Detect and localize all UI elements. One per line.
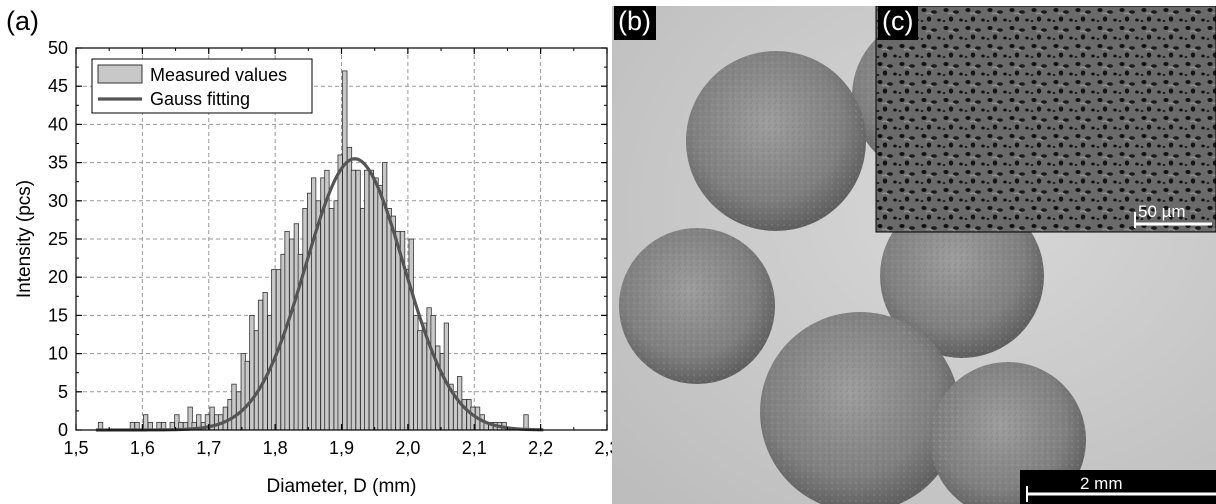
histogram-bar: [328, 208, 335, 431]
histogram-bar: [262, 292, 268, 431]
y-tick-label: 0: [58, 420, 68, 440]
histogram-bar: [377, 185, 383, 431]
histogram-bar: [395, 230, 401, 431]
inset-scale-bar-label: 50 µm: [1138, 202, 1186, 221]
x-tick-label: 1,7: [196, 438, 221, 458]
y-tick-label: 20: [48, 267, 68, 287]
y-tick-label: 15: [48, 305, 68, 325]
legend-entry-gauss: Gauss fitting: [150, 89, 250, 109]
y-tick-label: 40: [48, 114, 68, 134]
histogram-bar: [337, 154, 343, 431]
y-tick-label: 5: [58, 382, 68, 402]
y-axis-label: Intensity (pcs): [14, 180, 35, 298]
x-tick-label: 1,5: [63, 438, 88, 458]
x-tick-label: 2,1: [462, 438, 487, 458]
histogram-bar: [368, 169, 374, 431]
histogram-bar: [350, 169, 357, 431]
histogram-bar: [302, 208, 308, 431]
histogram-bar: [390, 215, 396, 431]
histogram-bar: [364, 169, 370, 431]
x-tick-label: 1,6: [130, 438, 155, 458]
panel-b-label: (b): [614, 6, 656, 40]
histogram-bar: [324, 169, 330, 431]
y-tick-label: 35: [48, 153, 68, 173]
histogram-bar: [271, 269, 277, 431]
main-scale-bar-label: 2 mm: [1080, 474, 1123, 493]
histogram-chart: 1,5 1,6 1,7 1,8 1,9 2,0 2,1 2,2 2,3 0 5 10 15 20 25 30 3…: [14, 38, 612, 497]
legend-bar-swatch: [97, 64, 143, 84]
histogram-bar: [231, 383, 237, 431]
x-tick-label: 2,3: [594, 438, 612, 458]
main-scale-bar: [1020, 470, 1216, 504]
histogram-bar: [249, 314, 255, 431]
x-tick-label: 2,2: [528, 438, 553, 458]
histogram-bar: [408, 238, 414, 431]
micrograph-picture: [612, 6, 1216, 504]
y-tick-label: 45: [48, 76, 68, 96]
histogram-bar: [430, 314, 436, 431]
histogram-bar: [315, 200, 321, 431]
y-tick-label: 30: [48, 191, 68, 211]
histogram-bar: [289, 238, 295, 431]
y-tick-label: 50: [48, 38, 68, 58]
histogram-bar: [310, 177, 317, 431]
panel-a-label: (a): [6, 6, 39, 36]
x-tick-label: 1,9: [329, 438, 354, 458]
x-axis-label: Diameter, D (mm): [267, 476, 417, 497]
y-tick-label: 25: [48, 229, 68, 249]
micrograph-image: (b) (c) 50 µm 2 mm: [612, 6, 1216, 504]
histogram-bar: [342, 70, 348, 431]
legend-entry-measured: Measured values: [150, 65, 287, 85]
x-tick-label: 1,8: [263, 438, 288, 458]
x-tick-label: 2,0: [395, 438, 420, 458]
histogram-bar: [244, 360, 250, 431]
histogram-bar: [257, 299, 264, 431]
panel-c-label: (c): [878, 6, 919, 40]
y-tick-label: 10: [48, 344, 68, 364]
histogram-bar: [355, 169, 361, 431]
histogram-bar: [143, 414, 149, 431]
inset-image: [875, 6, 1216, 233]
histogram-bar: [417, 330, 423, 431]
histogram-bar: [403, 269, 410, 431]
histogram-bar: [222, 406, 228, 431]
inset-scale-bar: [1134, 212, 1212, 228]
